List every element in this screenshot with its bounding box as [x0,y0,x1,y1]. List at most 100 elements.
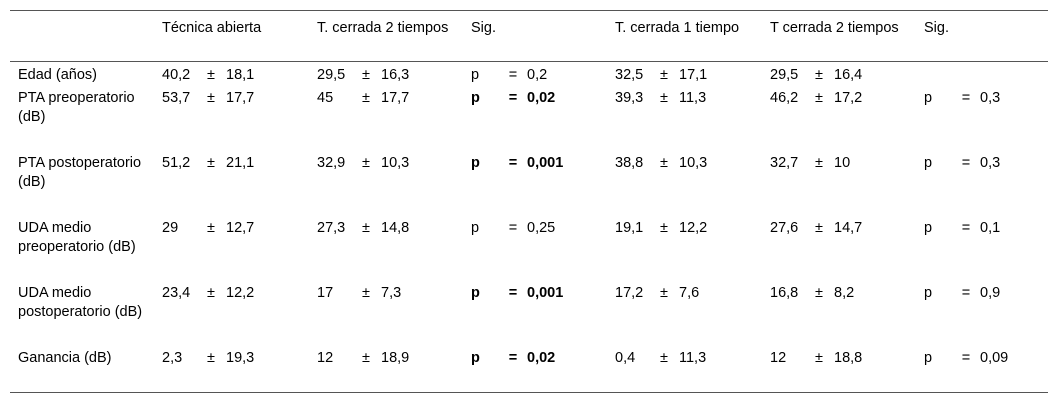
header-cerrada-2-tiempos-b: T cerrada 2 tiempos [770,20,899,36]
mean-value: 19,1 [615,220,644,236]
mean-value: 17 [317,285,334,301]
row-label: UDA medio preoperatorio (dB) [18,220,136,255]
sd-value: 7,6 [679,285,700,301]
results-table: Técnica abierta T. cerrada 2 tiempos Sig… [10,10,1048,393]
row-label: UDA medio postoperatorio (dB) [18,285,143,320]
significance-cell [916,62,1048,86]
row-label: Ganancia (dB) [18,350,112,366]
sd-value: 14,7 [834,220,863,236]
p-value: 0,001 [527,285,564,301]
sd-value: 18,8 [834,350,863,366]
value-cell: 39,3 ±11,3 [607,85,762,150]
value-cell: 46,2 ±17,2 [762,85,916,150]
plus-minus-symbol: ± [362,90,370,106]
p-label: p [471,155,480,171]
plus-minus-symbol: ± [815,220,823,236]
table-row: Ganancia (dB) 2,3 ±19,3 12 ±18,9 p = 0,02 0,4 ±11… [10,345,1048,392]
value-cell: 29 ±12,7 [154,215,309,280]
value-cell: 23,4 ±12,2 [154,280,309,345]
header-sig-b: Sig. [924,20,949,36]
p-value: 0,9 [980,285,1001,301]
value-cell: 27,3 ±14,8 [309,215,463,280]
mean-value: 32,9 [317,155,346,171]
plus-minus-symbol: ± [660,220,668,236]
sd-value: 17,1 [679,67,708,83]
significance-cell: p = 0,3 [916,85,1048,150]
mean-value: 27,6 [770,220,799,236]
table-row: UDA medio preoperatorio (dB) 29 ±12,7 27,3 ±… [10,215,1048,280]
plus-minus-symbol: ± [207,350,215,366]
equals-symbol: = [508,350,518,366]
significance-cell: p = 0,1 [916,215,1048,280]
table-row: PTA preoperatorio (dB) 53,7 ±17,7 45 ±17,7 p =… [10,85,1048,150]
value-cell: 0,4 ±11,3 [607,345,762,392]
plus-minus-symbol: ± [207,90,215,106]
mean-value: 17,2 [615,285,644,301]
mean-value: 29,5 [770,67,799,83]
p-label: p [924,350,933,366]
p-label: p [471,90,480,106]
mean-value: 2,3 [162,350,183,366]
table-row: Edad (años) 40,2 ±18,1 29,5 ±16,3 p = 0,2 32,5 ±1… [10,62,1048,86]
plus-minus-symbol: ± [362,155,370,171]
plus-minus-symbol: ± [207,67,215,83]
results-table-container: Técnica abierta T. cerrada 2 tiempos Sig… [10,10,1048,393]
value-cell: 12 ±18,9 [309,345,463,392]
value-cell: 32,7 ±10 [762,150,916,215]
header-cell-empty [10,11,154,62]
header-row: Técnica abierta T. cerrada 2 tiempos Sig… [10,10,1048,62]
equals-symbol: = [508,285,518,301]
p-value: 0,001 [527,155,564,171]
p-value: 0,2 [527,67,548,83]
p-value: 0,25 [527,220,556,236]
sd-value: 12,2 [679,220,708,236]
equals-symbol: = [961,350,971,366]
mean-value: 38,8 [615,155,644,171]
sd-value: 8,2 [834,285,855,301]
header-sig-a: Sig. [471,20,496,36]
value-cell: 40,2 ±18,1 [154,62,309,86]
equals-symbol: = [961,285,971,301]
mean-value: 27,3 [317,220,346,236]
mean-value: 32,7 [770,155,799,171]
plus-minus-symbol: ± [815,67,823,83]
mean-value: 29,5 [317,67,346,83]
sd-value: 17,7 [381,90,410,106]
sd-value: 16,3 [381,67,410,83]
mean-value: 0,4 [615,350,636,366]
value-cell: 17,2 ±7,6 [607,280,762,345]
table-row: PTA postoperatorio (dB) 51,2 ±21,1 32,9 ±10,… [10,150,1048,215]
value-cell: 32,5 ±17,1 [607,62,762,86]
p-label: p [471,220,480,236]
p-label: p [471,350,480,366]
plus-minus-symbol: ± [362,350,370,366]
plus-minus-symbol: ± [660,67,668,83]
equals-symbol: = [508,90,518,106]
plus-minus-symbol: ± [207,285,215,301]
sd-value: 10 [834,155,851,171]
significance-cell: p = 0,02 [463,85,607,150]
value-cell: 16,8 ±8,2 [762,280,916,345]
significance-cell: p = 0,3 [916,150,1048,215]
sd-value: 14,8 [381,220,410,236]
p-value: 0,3 [980,90,1001,106]
row-label: Edad (años) [18,67,97,83]
significance-cell: p = 0,02 [463,345,607,392]
plus-minus-symbol: ± [362,220,370,236]
sd-value: 17,7 [226,90,255,106]
plus-minus-symbol: ± [660,350,668,366]
equals-symbol: = [961,155,971,171]
plus-minus-symbol: ± [207,220,215,236]
sd-value: 7,3 [381,285,402,301]
value-cell: 17 ±7,3 [309,280,463,345]
p-label: p [924,90,933,106]
value-cell: 45 ±17,7 [309,85,463,150]
plus-minus-symbol: ± [815,155,823,171]
plus-minus-symbol: ± [815,90,823,106]
plus-minus-symbol: ± [815,350,823,366]
value-cell: 19,1 ±12,2 [607,215,762,280]
significance-cell: p = 0,001 [463,280,607,345]
equals-symbol: = [508,67,518,83]
p-label: p [471,67,480,83]
sd-value: 12,2 [226,285,255,301]
